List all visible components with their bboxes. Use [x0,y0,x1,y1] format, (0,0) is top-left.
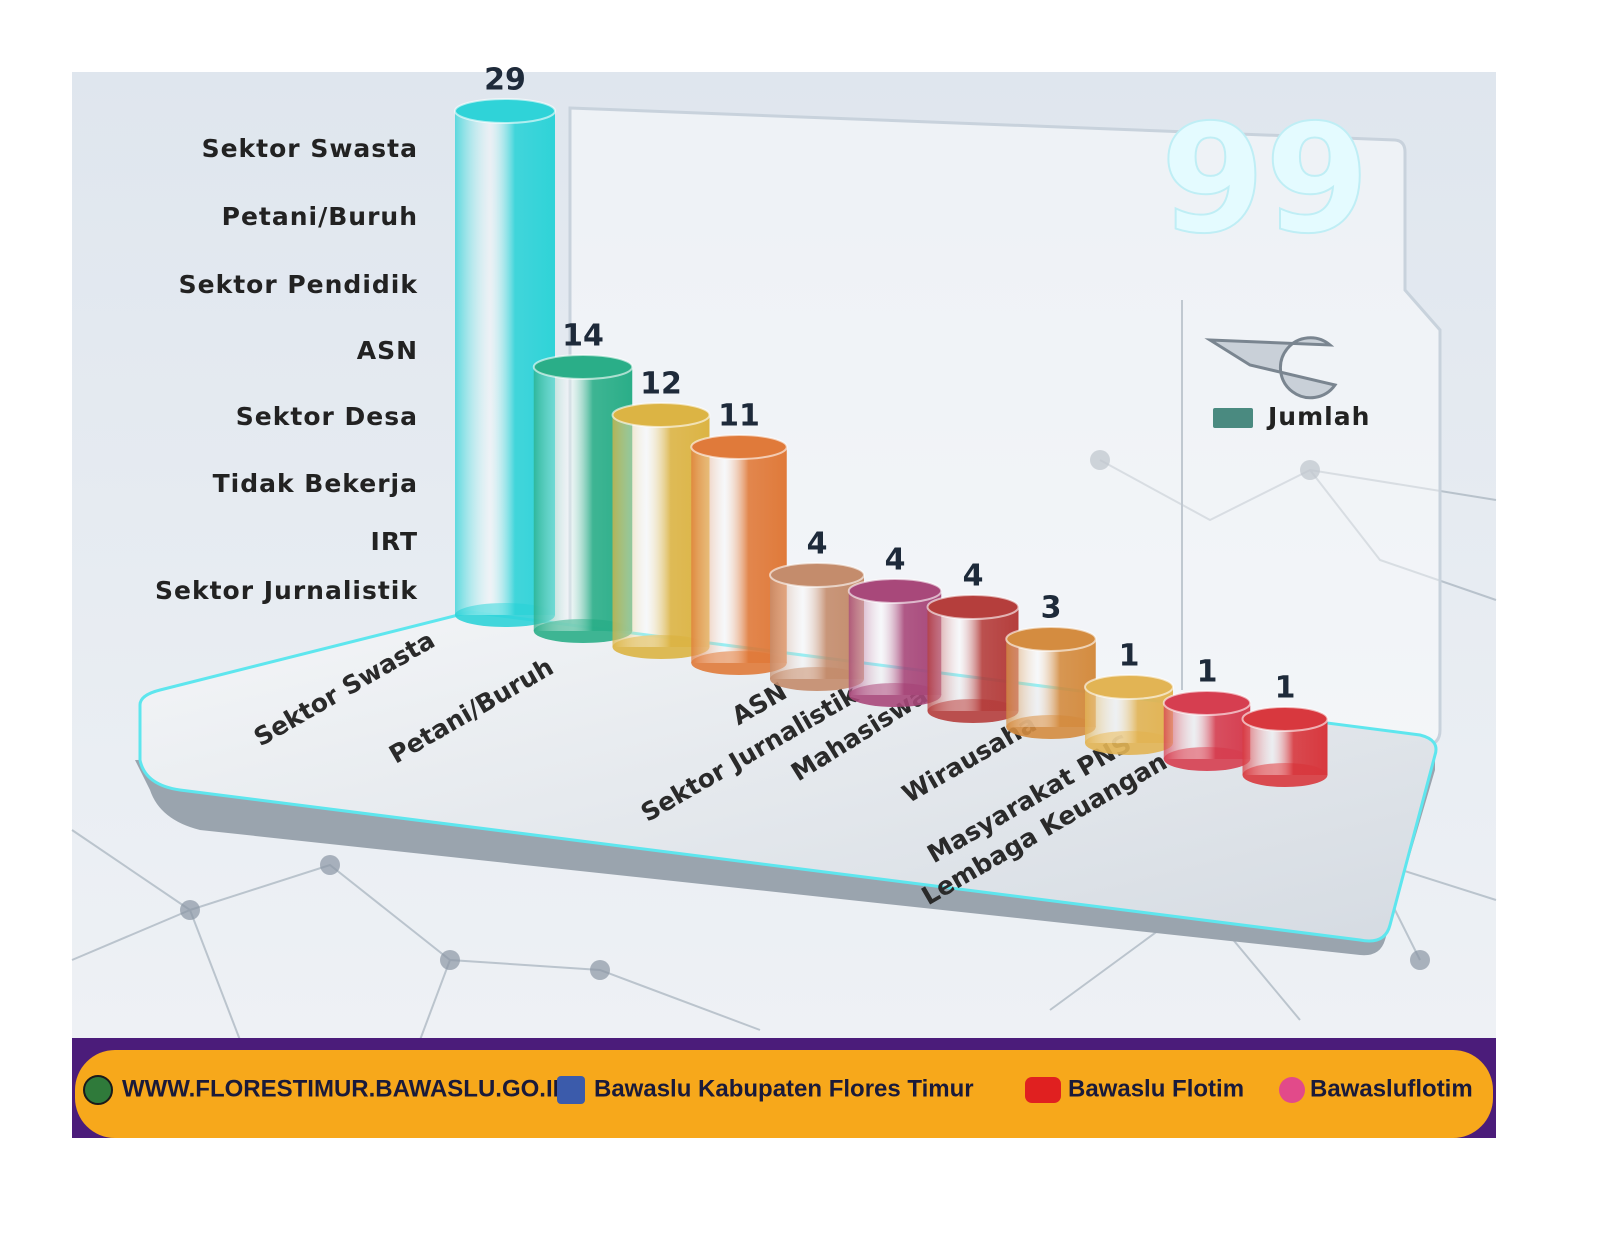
bar [1006,639,1096,727]
bar-cap [1162,690,1252,716]
value-label: 1 [1275,671,1296,706]
bar-cap [1005,626,1097,652]
axis-label: Petani/Buruh [222,202,418,231]
footer-instagram: Bawasluflotim [1310,1075,1473,1102]
bar-cap [926,594,1020,620]
bar [848,591,942,695]
youtube-icon [1025,1077,1061,1103]
axis-label: ASN [357,336,418,365]
bar-cap [1084,674,1174,700]
value-label: 4 [885,543,906,578]
bar-cap [769,562,865,588]
value-label: 14 [562,319,604,354]
value-label: 1 [1197,655,1218,690]
bar-cap [1241,706,1329,732]
value-label: 4 [963,559,984,594]
value-label: 1 [1119,639,1140,674]
footer-website: WWW.FLORESTIMUR.BAWASLU.GO.ID [122,1075,570,1102]
bar-cap [532,354,634,380]
legend-label: Jumlah [1266,402,1370,431]
bar-cap [454,98,556,124]
value-label: 4 [807,527,828,562]
footer-pill [75,1050,1493,1138]
bar [927,607,1019,711]
footer-youtube: Bawaslu Flotim [1068,1075,1244,1102]
value-label: 29 [484,63,526,98]
bar-cap [847,578,943,604]
axis-label: Sektor Jurnalistik [155,576,418,605]
value-label: 11 [718,399,760,434]
value-label: 3 [1041,591,1062,626]
big-number: 99 [1161,93,1370,267]
key-icon [1204,336,1338,400]
bar-cap [611,402,711,428]
axis-label: Sektor Desa [236,402,418,431]
bar-cap [690,434,788,460]
globe-icon [83,1075,113,1105]
axis-label: Tidak Bekerja [213,469,418,498]
platform [138,610,1438,943]
instagram-icon [1279,1077,1305,1103]
facebook-icon [557,1076,585,1104]
axis-label: Sektor Pendidik [179,270,419,299]
axis-label: Sektor Swasta [202,134,418,163]
value-label: 12 [640,367,682,402]
axis-label: IRT [371,527,418,556]
legend-swatch [1213,408,1253,428]
footer-facebook: Bawaslu Kabupaten Flores Timur [594,1075,974,1102]
